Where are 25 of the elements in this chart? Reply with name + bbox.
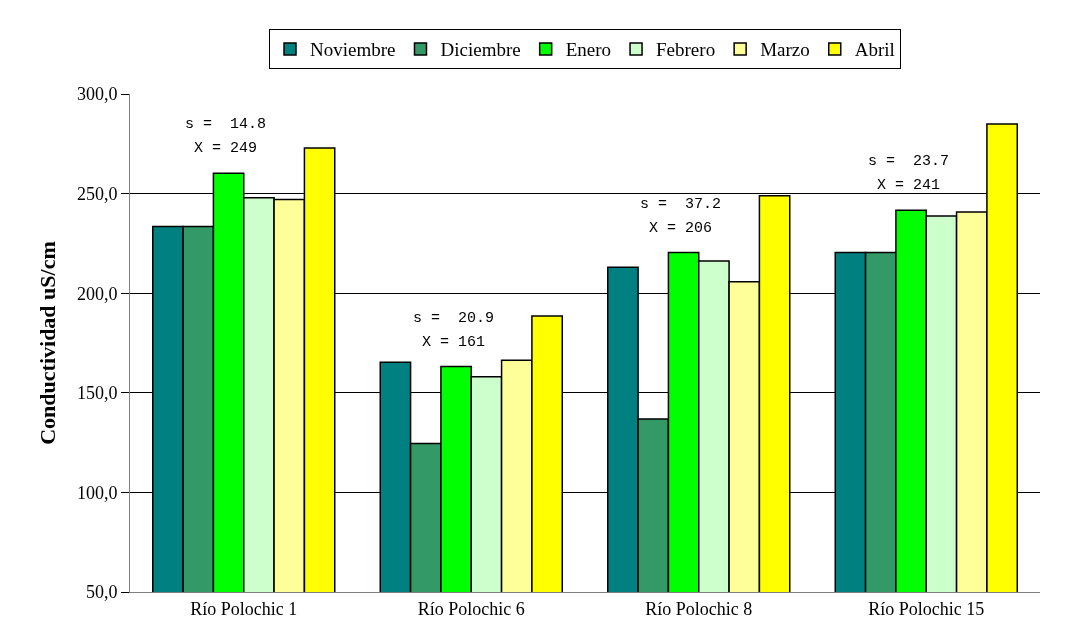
annotation: X = 241 <box>877 177 941 194</box>
y-tick-label: 300,0 <box>76 84 118 105</box>
y-tick-label: 150,0 <box>76 383 118 404</box>
x-tick-label: Río Polochic 8 <box>645 598 753 619</box>
legend-label: Abril <box>854 39 895 61</box>
legend-label: Marzo <box>760 39 810 61</box>
legend-label: Noviembre <box>310 39 396 61</box>
annotation: s = 37.2 <box>640 196 722 213</box>
x-tick-label: Río Polochic 6 <box>417 598 525 619</box>
y-tick-label: 100,0 <box>76 482 118 503</box>
y-tick-label: 200,0 <box>76 283 118 304</box>
legend-label: Enero <box>565 39 612 61</box>
x-tick-label: Río Polochic 15 <box>868 598 985 619</box>
annotation: s = 20.9 <box>413 310 495 327</box>
annotation: s = 14.8 <box>185 116 267 133</box>
x-tick-label: Río Polochic 1 <box>190 598 298 619</box>
legend-label: Diciembre <box>440 39 521 61</box>
annotation: X = 161 <box>422 334 486 351</box>
annotation: X = 206 <box>649 220 713 237</box>
annotation: s = 23.7 <box>868 153 950 170</box>
y-axis-title: Conductividad uS/cm <box>34 241 60 445</box>
legend-label: Febrero <box>656 39 716 61</box>
y-tick-label: 250,0 <box>76 183 118 204</box>
y-tick-label: 50,0 <box>85 582 118 603</box>
annotation: X = 249 <box>194 140 258 157</box>
